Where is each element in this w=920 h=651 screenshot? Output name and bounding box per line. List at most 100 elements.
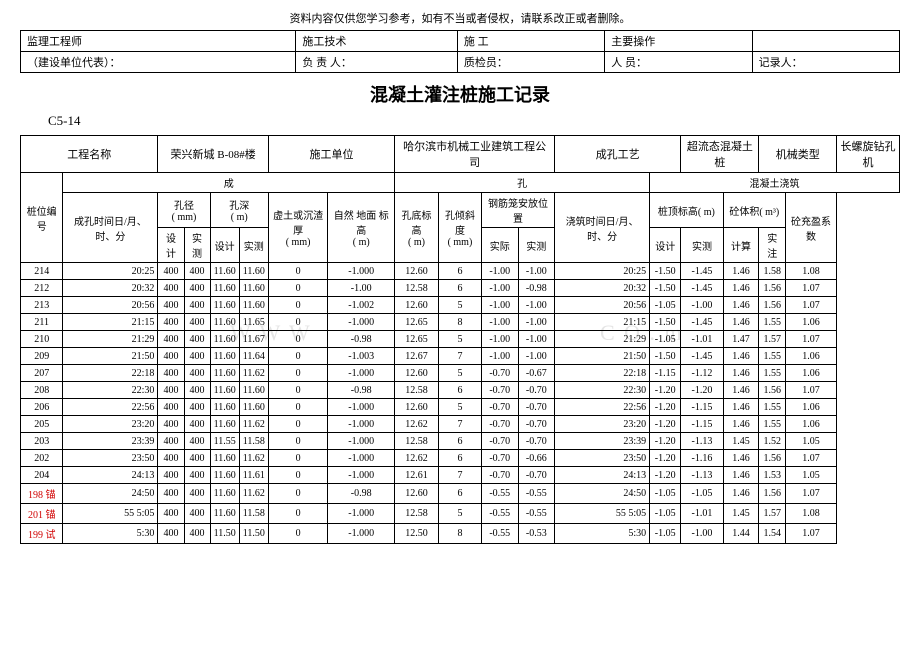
- table-cell: 1.46: [723, 348, 759, 365]
- table-cell: 22:18: [63, 365, 158, 382]
- table-cell: 0: [268, 467, 327, 484]
- header-table: 监理工程师 施工技术 施 工 主要操作 （建设单位代表）： 负 责 人： 质检员…: [20, 30, 900, 73]
- table-cell: 12.65: [395, 331, 439, 348]
- table-cell: 23:20: [63, 416, 158, 433]
- table-cell: 214: [21, 263, 63, 280]
- table-cell: -0.70: [482, 365, 519, 382]
- col-time2: 浇筑时间日/月、时、分: [555, 193, 650, 263]
- table-cell: 12.58: [395, 504, 439, 524]
- table-cell: 400: [184, 399, 210, 416]
- table-cell: 1.53: [759, 467, 786, 484]
- table-cell: 400: [184, 484, 210, 504]
- table-cell: 1.08: [786, 504, 837, 524]
- table-cell: 1.46: [723, 382, 759, 399]
- table-cell: 198 锚: [21, 484, 63, 504]
- table-cell: -0.70: [482, 416, 519, 433]
- table-cell: -1.01: [681, 331, 723, 348]
- table-cell: -1.00: [681, 297, 723, 314]
- table-cell: -0.98: [328, 484, 395, 504]
- table-cell: 21:50: [63, 348, 158, 365]
- table-cell: -0.70: [482, 450, 519, 467]
- table-cell: 1.07: [786, 382, 837, 399]
- table-cell: 400: [158, 504, 184, 524]
- table-cell: 400: [184, 504, 210, 524]
- table-cell: 400: [184, 450, 210, 467]
- table-cell: 1.57: [759, 331, 786, 348]
- table-cell: 400: [184, 348, 210, 365]
- table-cell: 11.60: [210, 484, 239, 504]
- table-cell: 5: [438, 297, 481, 314]
- table-cell: -0.98: [328, 331, 395, 348]
- table-cell: 211: [21, 314, 63, 331]
- table-cell: 8: [438, 524, 481, 544]
- table-cell: 55 5:05: [63, 504, 158, 524]
- table-cell: 5: [438, 331, 481, 348]
- table-cell: -1.05: [650, 504, 681, 524]
- hdr-cell: （建设单位代表）：: [21, 52, 296, 73]
- table-cell: 400: [158, 416, 184, 433]
- sub-cage-b: 实测: [518, 228, 555, 263]
- table-cell: 1.55: [759, 348, 786, 365]
- table-cell: 11.60: [210, 450, 239, 467]
- table-cell: 205: [21, 416, 63, 433]
- sub-cage-a: 实际: [482, 228, 519, 263]
- table-cell: 5:30: [555, 524, 650, 544]
- table-cell: 400: [158, 467, 184, 484]
- table-cell: 0: [268, 484, 327, 504]
- table-cell: 11.60: [210, 331, 239, 348]
- table-cell: 400: [184, 467, 210, 484]
- table-cell: -0.70: [518, 382, 555, 399]
- table-cell: -1.00: [482, 280, 519, 297]
- table-cell: 1.46: [723, 416, 759, 433]
- table-cell: 1.07: [786, 280, 837, 297]
- table-cell: -1.05: [681, 484, 723, 504]
- table-cell: 12.60: [395, 297, 439, 314]
- hdr-cell: 人 员：: [605, 52, 752, 73]
- table-cell: 11.60: [239, 399, 268, 416]
- table-cell: 0: [268, 331, 327, 348]
- table-cell: -1.15: [681, 399, 723, 416]
- table-cell: -0.67: [518, 365, 555, 382]
- table-cell: 207: [21, 365, 63, 382]
- col-bottom: 孔底标高( m): [395, 193, 439, 263]
- sub-mea: 实测: [184, 228, 210, 263]
- table-cell: 23:20: [555, 416, 650, 433]
- table-cell: 12.60: [395, 263, 439, 280]
- table-cell: 24:50: [555, 484, 650, 504]
- table-cell: 11.60: [210, 280, 239, 297]
- table-cell: 6: [438, 263, 481, 280]
- table-cell: 11.60: [239, 263, 268, 280]
- table-cell: 11.60: [239, 297, 268, 314]
- table-cell: 11.50: [239, 524, 268, 544]
- table-cell: 22:56: [63, 399, 158, 416]
- col-coef: 砼充盈系数: [786, 193, 837, 263]
- table-cell: -1.00: [482, 331, 519, 348]
- table-cell: 11.60: [210, 263, 239, 280]
- table-cell: -1.000: [328, 433, 395, 450]
- table-cell: 1.56: [759, 450, 786, 467]
- table-cell: -1.20: [650, 450, 681, 467]
- table-cell: 0: [268, 399, 327, 416]
- table-cell: 1.56: [759, 382, 786, 399]
- table-cell: -1.45: [681, 348, 723, 365]
- info-label: 施工单位: [268, 136, 394, 173]
- table-cell: 21:15: [555, 314, 650, 331]
- table-cell: 12.60: [395, 365, 439, 382]
- hdr-cell: 记录人：: [752, 52, 899, 73]
- sub-des: 设计: [210, 228, 239, 263]
- sub-mea: 实测: [681, 228, 723, 263]
- table-cell: 1.55: [759, 365, 786, 382]
- table-cell: -1.00: [518, 314, 555, 331]
- table-cell: -0.70: [482, 399, 519, 416]
- table-cell: 6: [438, 433, 481, 450]
- table-cell: 12.50: [395, 524, 439, 544]
- table-cell: 23:50: [63, 450, 158, 467]
- table-cell: 1.45: [723, 504, 759, 524]
- hdr-cell: 监理工程师: [21, 31, 296, 52]
- table-cell: -1.13: [681, 433, 723, 450]
- table-cell: -0.70: [482, 467, 519, 484]
- table-cell: 21:29: [63, 331, 158, 348]
- table-cell: 1.47: [723, 331, 759, 348]
- table-cell: 1.46: [723, 280, 759, 297]
- table-cell: -1.000: [328, 365, 395, 382]
